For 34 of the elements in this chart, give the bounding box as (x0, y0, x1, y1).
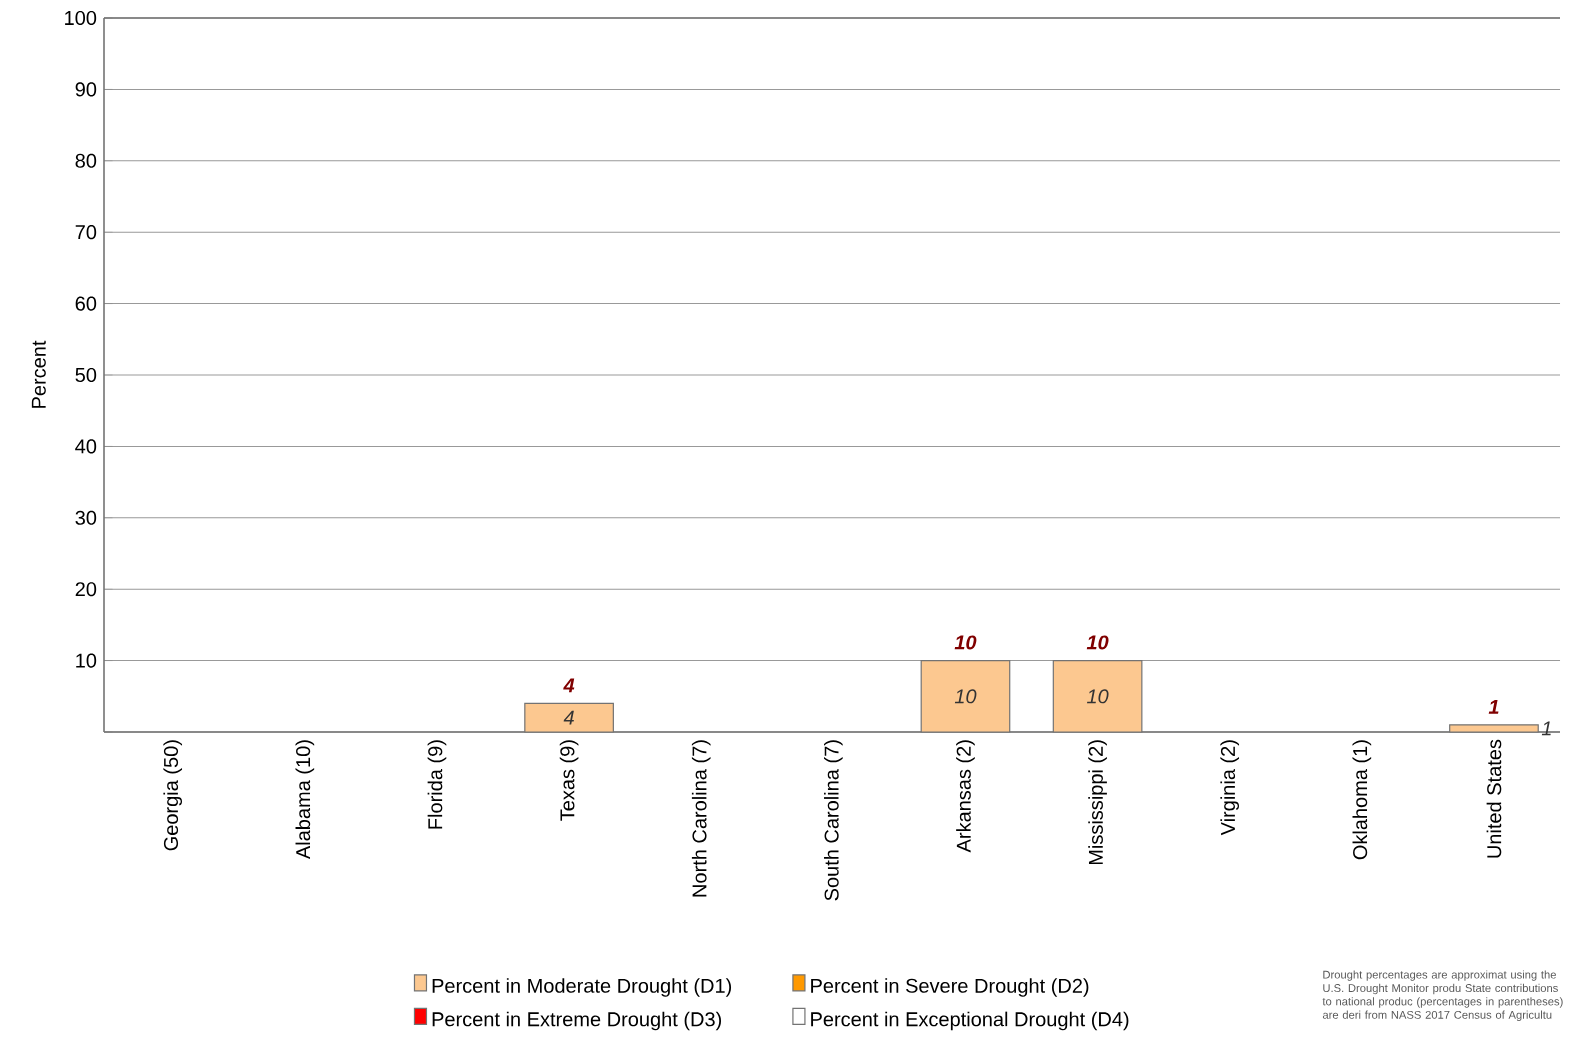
x-tick-label: Georgia (50) (163, 740, 183, 851)
legend-label: Percent in Exceptional Drought (D4) (811, 1011, 1129, 1031)
y-tick-label: 50 (75, 367, 97, 383)
y-tick-label: 40 (75, 439, 97, 454)
y-tick-label: 90 (75, 82, 97, 97)
y-tick-label: 70 (75, 225, 97, 240)
total-label: 4 (563, 678, 575, 693)
x-tick-label: Alabama (10) (295, 740, 315, 860)
data-label: 10 (1087, 689, 1109, 704)
data-label: 10 (954, 689, 977, 704)
x-tick-label: Oklahoma (1) (1352, 740, 1372, 860)
x-tick-label: Mississippi (2) (1088, 740, 1107, 865)
y-tick-label: 30 (75, 510, 97, 525)
x-tick-label: Arkansas (2) (956, 740, 975, 853)
total-label: 10 (954, 635, 977, 650)
y-tick-label: 20 (75, 582, 97, 597)
legend-label: Percent in Extreme Drought (D3) (432, 1011, 722, 1031)
total-label: 10 (1086, 635, 1109, 650)
y-tick-label: 60 (75, 296, 97, 311)
y-tick-label: 80 (75, 153, 97, 168)
x-tick-label: Florida (9) (427, 740, 447, 829)
total-label: 1 (1488, 700, 1499, 714)
x-tick-label: South Carolina (7) (824, 740, 843, 901)
legend-label: Percent in Moderate Drought (D1) (432, 978, 732, 997)
legend-label: Percent in Severe Drought (D2) (811, 978, 1089, 997)
x-tick-label: United States (1486, 739, 1502, 858)
x-tick-label: North Carolina (7) (691, 740, 711, 897)
x-tick-label: Texas (9) (559, 740, 579, 821)
y-axis-title: Percent (31, 340, 46, 408)
x-tick-label: Virginia (2) (1220, 740, 1240, 836)
text: Drought percentages are approximat using the U.S. Drought Monitor produ State contributions to national produc (percentages in parentheses) are deri from NASS 2017 Census of Agricultu (1322, 970, 1563, 1022)
y-tick-label: 10 (76, 653, 97, 668)
data-label: 4 (563, 710, 574, 725)
y-tick-label: 100 (65, 10, 97, 26)
